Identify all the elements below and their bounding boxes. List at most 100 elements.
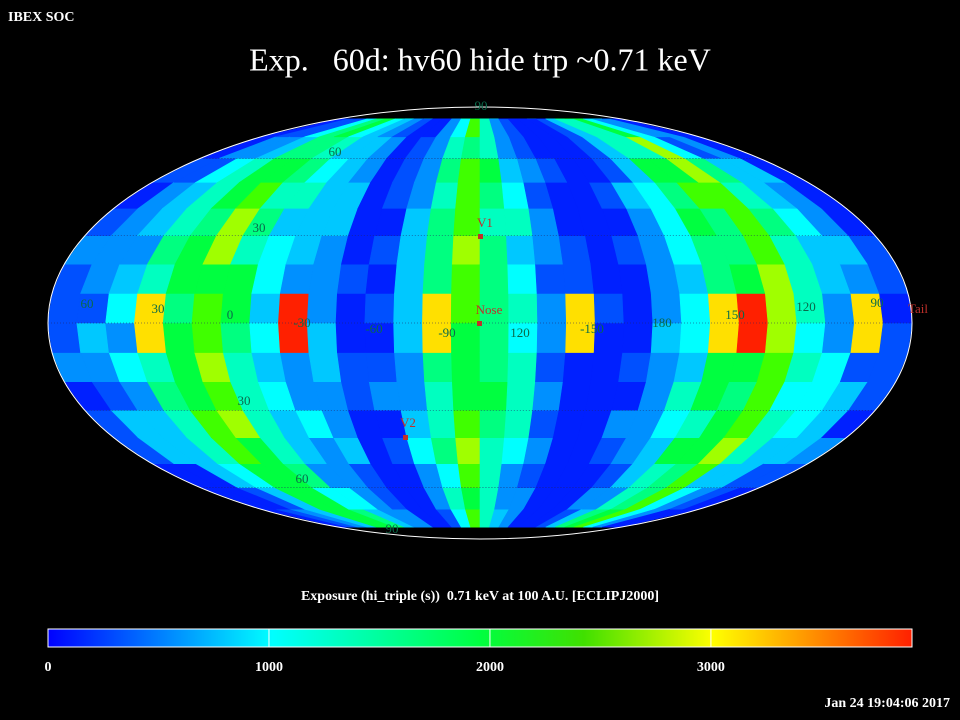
map-cell bbox=[532, 381, 564, 411]
map-cell bbox=[337, 352, 370, 383]
map-cell bbox=[506, 235, 536, 265]
map-cell bbox=[736, 322, 769, 353]
map-cell bbox=[504, 208, 534, 237]
map-cell bbox=[306, 293, 338, 324]
map-cell bbox=[479, 182, 505, 209]
map-cell bbox=[424, 235, 454, 265]
map-cell bbox=[618, 352, 652, 383]
map-cell bbox=[764, 293, 798, 324]
map-cell bbox=[191, 293, 224, 324]
map-cell bbox=[365, 352, 398, 383]
map-cell bbox=[451, 263, 481, 294]
map-cell bbox=[504, 409, 534, 438]
lon-label: 120 bbox=[510, 325, 530, 340]
map-cell bbox=[506, 381, 536, 411]
map-cell bbox=[308, 352, 342, 383]
map-cell bbox=[105, 293, 138, 324]
marker-dot bbox=[403, 435, 408, 440]
map-cell bbox=[479, 409, 507, 438]
map-cell bbox=[536, 293, 567, 324]
colorbar-tick-label: 1000 bbox=[255, 660, 283, 675]
map-cell bbox=[479, 322, 510, 353]
map-cell bbox=[590, 263, 623, 294]
map-cell bbox=[279, 352, 315, 383]
map-cell bbox=[565, 293, 596, 324]
map-cell bbox=[508, 293, 538, 324]
map-cell bbox=[536, 322, 567, 353]
colorbar bbox=[47, 628, 913, 648]
map-cell bbox=[879, 322, 912, 353]
lon-label: 90 bbox=[871, 295, 884, 310]
marker-dot bbox=[477, 321, 482, 326]
map-cell bbox=[479, 381, 509, 411]
lat-label: 30 bbox=[238, 393, 251, 408]
map-cell bbox=[308, 263, 342, 294]
map-cell bbox=[220, 293, 253, 324]
map-cell bbox=[365, 263, 398, 294]
map-cell bbox=[535, 263, 566, 294]
map-cell bbox=[479, 235, 509, 265]
sky-map bbox=[48, 118, 912, 528]
colorbar-tick-label: 0 bbox=[45, 660, 52, 675]
map-cell bbox=[455, 182, 481, 209]
map-cell bbox=[335, 322, 367, 353]
map-cell bbox=[396, 235, 428, 265]
map-cell bbox=[368, 235, 402, 265]
map-cell bbox=[822, 293, 855, 324]
map-cell bbox=[306, 322, 338, 353]
map-cell bbox=[590, 352, 623, 383]
map-cell bbox=[220, 322, 253, 353]
map-cell bbox=[393, 293, 424, 324]
map-cell bbox=[105, 322, 138, 353]
map-cell bbox=[457, 463, 481, 488]
lon-label: 150 bbox=[725, 307, 745, 322]
map-cell bbox=[396, 381, 428, 411]
map-border bbox=[47, 106, 913, 540]
map-cell bbox=[48, 293, 81, 324]
colorbar-tick-label: 2000 bbox=[476, 660, 504, 675]
map-cell bbox=[364, 293, 395, 324]
map-cell bbox=[453, 208, 481, 237]
map-cell bbox=[479, 437, 505, 464]
map-cell bbox=[679, 293, 711, 324]
grid-labels: 60 30 0 -30 -60 -90 120 -150 180 150 120… bbox=[81, 98, 884, 536]
map-cell bbox=[679, 322, 711, 353]
lat-label: 60 bbox=[329, 144, 342, 159]
marker-label: V2 bbox=[400, 415, 416, 430]
markers: V1 Nose V2 Tail bbox=[400, 215, 928, 440]
lon-label: -30 bbox=[293, 315, 310, 330]
title: Exp. 60d: hv60 hide trp ~0.71 keV bbox=[249, 41, 711, 77]
map-cell bbox=[422, 352, 453, 383]
map-cell bbox=[593, 293, 625, 324]
map-cell bbox=[562, 263, 595, 294]
map-cell bbox=[479, 352, 509, 383]
marker-label: Nose bbox=[476, 302, 503, 317]
marker-dot bbox=[478, 234, 483, 239]
map-cell bbox=[249, 322, 281, 353]
map-cell bbox=[479, 158, 503, 183]
colorbar-ticks: 0 1000 2000 3000 bbox=[45, 629, 725, 675]
map-cell bbox=[850, 322, 884, 353]
map-cell bbox=[532, 235, 564, 265]
marker-label: V1 bbox=[477, 215, 493, 230]
map-cell bbox=[479, 263, 509, 294]
map-cell bbox=[335, 293, 367, 324]
map-cell bbox=[507, 263, 538, 294]
map-cell bbox=[162, 322, 196, 353]
lon-label: -60 bbox=[365, 321, 382, 336]
map-cell bbox=[822, 322, 855, 353]
map-cell bbox=[451, 381, 481, 411]
lon-label: 0 bbox=[227, 307, 234, 322]
map-cell bbox=[479, 463, 503, 488]
map-cell bbox=[162, 293, 196, 324]
map-cell bbox=[562, 352, 595, 383]
map-cell bbox=[622, 322, 654, 353]
lat-label: 90 bbox=[475, 98, 488, 113]
map-cell bbox=[618, 263, 652, 294]
map-cell bbox=[422, 293, 452, 324]
lat-label: 90 bbox=[386, 521, 399, 536]
map-cell bbox=[793, 322, 826, 353]
map-cell bbox=[453, 409, 481, 438]
map-cell bbox=[451, 352, 481, 383]
